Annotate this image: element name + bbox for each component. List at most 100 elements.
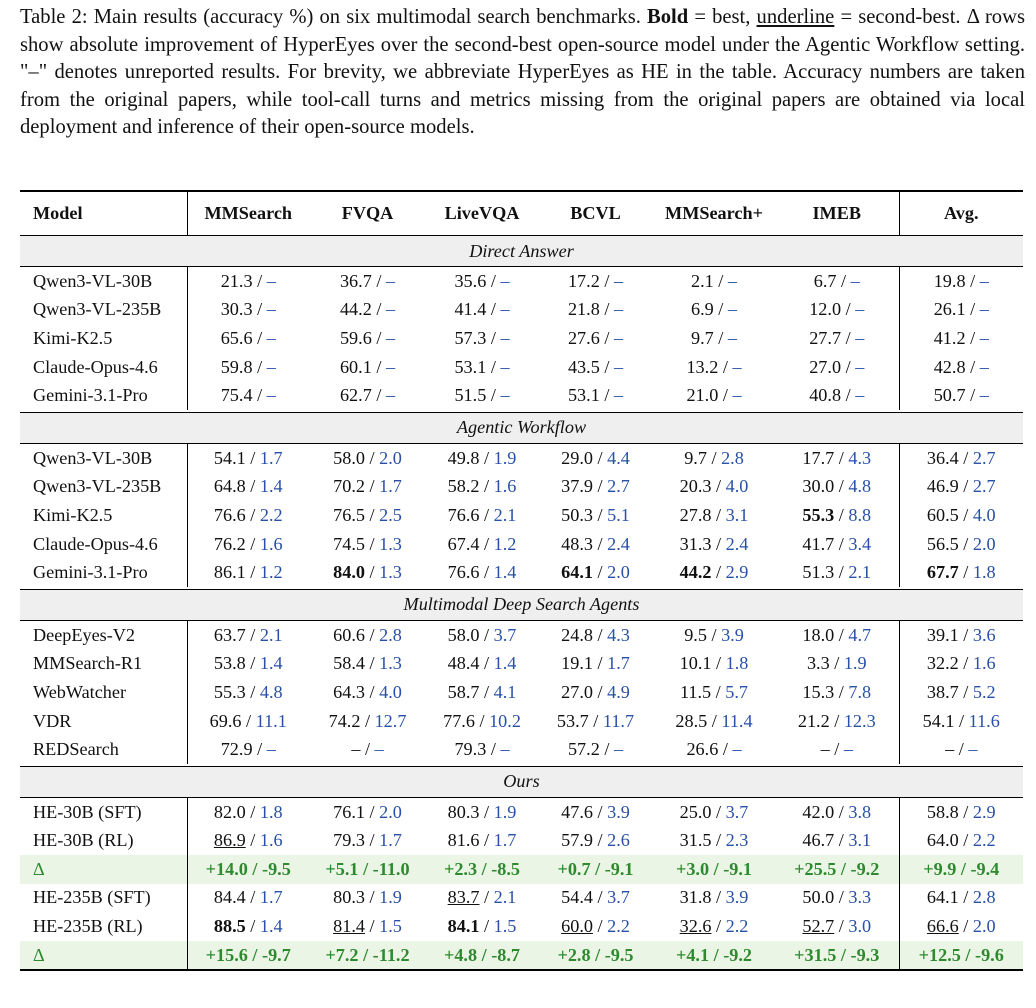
tool-call-turns: 4.1 xyxy=(493,681,517,702)
delta-cell: +3.0 / -9.1 xyxy=(653,855,775,884)
accuracy-value: 76.5 xyxy=(333,504,365,525)
accuracy-value: 39.1 xyxy=(926,624,959,645)
result-cell: 50.0 / 3.3 xyxy=(775,883,900,913)
accuracy-value: 53.8 xyxy=(213,653,246,674)
header-mmsearchplus: MMSearch+ xyxy=(653,190,775,236)
accuracy-value: 27.7 xyxy=(809,327,842,348)
value-separator: / xyxy=(364,801,380,822)
value-separator: / xyxy=(592,504,608,525)
accuracy-value: 55.3 xyxy=(802,504,835,525)
tool-call-turns: 2.1 xyxy=(848,562,872,583)
result-cell: 64.0 / 2.2 xyxy=(899,827,1023,856)
tool-call-turns: 4.4 xyxy=(607,447,630,468)
result-cell: 2.1 / – xyxy=(653,267,775,296)
accuracy-value: 25.0 xyxy=(679,801,712,822)
accuracy-value: 69.6 xyxy=(209,710,242,731)
result-cell: 64.3 / 4.0 xyxy=(309,678,426,707)
accuracy-value: 60.6 xyxy=(333,624,365,645)
result-cell: 86.1 / 1.2 xyxy=(187,558,309,587)
value-separator: / xyxy=(245,476,260,497)
result-cell: 26.1 / – xyxy=(899,296,1023,325)
result-cell: 74.2 / 12.7 xyxy=(309,707,426,736)
tool-call-turns: 1.8 xyxy=(972,562,996,583)
delta-cell: +15.6 / -9.7 xyxy=(187,940,309,972)
accuracy-value: 35.6 xyxy=(454,270,487,291)
header-model: Model xyxy=(20,190,188,236)
accuracy-value: 58.7 xyxy=(447,681,480,702)
accuracy-value: 66.6 xyxy=(926,916,959,937)
value-separator: / xyxy=(486,739,501,760)
result-cell: 58.0 / 3.7 xyxy=(426,620,538,649)
value-separator: / xyxy=(371,270,386,291)
value-separator: / xyxy=(364,681,380,702)
accuracy-value: 50.7 xyxy=(933,385,966,406)
result-cell: 64.1 / 2.0 xyxy=(538,558,653,587)
tool-call-turns: – xyxy=(374,739,384,760)
result-cell: 64.1 / 2.8 xyxy=(899,884,1023,913)
header-imeb: IMEB xyxy=(775,190,900,236)
tool-call-turns: – xyxy=(385,327,396,348)
result-cell: 21.2 / 12.3 xyxy=(775,706,900,736)
tool-call-turns: 1.6 xyxy=(259,533,283,554)
accuracy-value: 55.3 xyxy=(213,681,246,702)
accuracy-value: 10.1 xyxy=(679,653,712,674)
delta-cell: +14.0 / -9.5 xyxy=(187,855,309,884)
accuracy-value: 76.6 xyxy=(213,504,246,525)
tool-call-turns: 2.9 xyxy=(972,801,996,822)
accuracy-value: 59.6 xyxy=(339,327,372,348)
tool-call-turns: – xyxy=(727,299,737,320)
accuracy-value: 82.0 xyxy=(213,801,246,822)
accuracy-value: 17.7 xyxy=(802,447,835,468)
header-mmsearch: MMSearch xyxy=(187,190,309,236)
result-cell: 57.9 / 2.6 xyxy=(538,827,653,856)
table-row: WebWatcher 55.3 / 4.8 64.3 / 4.0 58.7 / 4.1… xyxy=(20,678,1023,707)
value-separator: / xyxy=(829,739,844,760)
result-cell: 58.7 / 4.1 xyxy=(426,678,538,707)
value-separator: / xyxy=(592,447,608,468)
caption-mid: = best, xyxy=(688,6,757,28)
delta-row: Δ +15.6 / -9.7 +7.2 / -11.2 +4.8 / -8.7 +2.8… xyxy=(20,940,1023,972)
accuracy-value: 47.6 xyxy=(561,801,593,822)
accuracy-value: 31.5 xyxy=(679,830,712,851)
accuracy-value: 21.2 xyxy=(797,710,830,731)
value-separator: / xyxy=(841,299,856,320)
accuracy-value: 57.2 xyxy=(567,739,600,760)
value-separator: / xyxy=(599,270,614,291)
result-cell: 60.0 / 2.2 xyxy=(538,912,653,941)
tool-call-turns: 11.4 xyxy=(721,710,753,731)
value-separator: / xyxy=(479,533,494,554)
value-separator: / xyxy=(836,270,851,291)
accuracy-value: 31.8 xyxy=(679,887,712,908)
result-cell: 60.6 / 2.8 xyxy=(309,620,426,649)
accuracy-value: 53.7 xyxy=(556,710,589,731)
tool-call-turns: 2.4 xyxy=(607,533,630,554)
accuracy-value: 60.5 xyxy=(926,504,959,525)
delta-cell: +31.5 / -9.3 xyxy=(775,940,900,972)
result-cell: 27.0 / – xyxy=(775,352,900,382)
value-separator: / xyxy=(711,504,726,525)
tool-call-turns: – xyxy=(855,299,865,320)
table-row: Qwen3-VL-30B 21.3 / –36.7 / –35.6 / –17.2… xyxy=(20,266,1023,296)
value-separator: / xyxy=(364,447,380,468)
value-separator: / xyxy=(486,327,501,348)
result-cell: 31.8 / 3.9 xyxy=(653,884,775,913)
tool-call-turns: 3.7 xyxy=(607,887,630,908)
value-separator: / xyxy=(479,830,494,851)
tool-call-turns: 3.7 xyxy=(493,624,517,645)
header-fvqa: FVQA xyxy=(309,190,426,236)
value-separator: / xyxy=(592,533,608,554)
result-cell: 6.9 / – xyxy=(653,296,775,325)
value-separator: / xyxy=(364,562,380,583)
tool-call-turns: 4.0 xyxy=(972,504,996,525)
result-cell: 72.9 / – xyxy=(187,735,309,764)
result-cell: 12.0 / – xyxy=(775,295,900,325)
result-cell: 24.8 / 4.3 xyxy=(538,620,653,649)
value-separator: / xyxy=(479,624,494,645)
model-name: Gemini-3.1-Pro xyxy=(20,558,188,587)
result-cell: 27.8 / 3.1 xyxy=(653,501,775,530)
tool-call-turns: – xyxy=(727,270,737,291)
model-name: Claude-Opus-4.6 xyxy=(20,529,188,559)
value-separator: / xyxy=(841,356,856,377)
value-separator: / xyxy=(252,739,267,760)
accuracy-value: 54.1 xyxy=(213,447,246,468)
